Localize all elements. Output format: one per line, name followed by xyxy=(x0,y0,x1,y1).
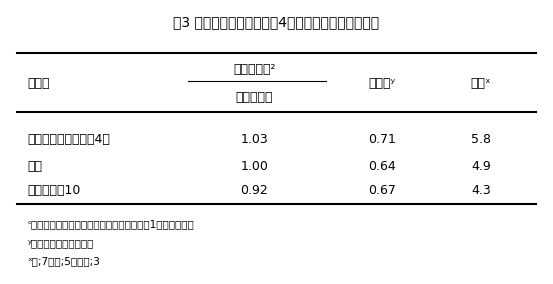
Text: 0.64: 0.64 xyxy=(368,160,395,173)
Text: 食感ˣ: 食感ˣ xyxy=(471,77,492,90)
Text: 0.71: 0.71 xyxy=(368,133,395,146)
Text: 表3 「きゅうり中間母本農4号」の果実の硬さと食感: 表3 「きゅうり中間母本農4号」の果実の硬さと食感 xyxy=(174,16,379,30)
Text: 対「久輝」: 対「久輝」 xyxy=(236,91,273,105)
Text: 0.92: 0.92 xyxy=(241,184,268,197)
Text: 久輝: 久輝 xyxy=(28,160,43,173)
Text: きゅうり中間母本農4号: きゅうり中間母本農4号 xyxy=(28,133,111,146)
Text: 果肉の硬さ²: 果肉の硬さ² xyxy=(233,63,275,76)
Text: ˣ良;7、中;5、不良;3: ˣ良;7、中;5、不良;3 xyxy=(28,256,101,266)
Text: 1.03: 1.03 xyxy=(241,133,268,146)
Text: ʸ果肉比：果肉厚／果径: ʸ果肉比：果肉厚／果径 xyxy=(28,238,94,248)
Text: アンコール10: アンコール10 xyxy=(28,184,81,197)
Text: 果肉比ʸ: 果肉比ʸ xyxy=(368,77,395,90)
Text: ᶜ果肉の硬さ；「久輝」の果肉部分の硬さを1とした相対値: ᶜ果肉の硬さ；「久輝」の果肉部分の硬さを1とした相対値 xyxy=(28,219,195,229)
Text: 5.8: 5.8 xyxy=(471,133,491,146)
Text: 4.3: 4.3 xyxy=(471,184,491,197)
Text: 0.67: 0.67 xyxy=(368,184,395,197)
Text: 4.9: 4.9 xyxy=(471,160,491,173)
Text: 1.00: 1.00 xyxy=(241,160,268,173)
Text: 品　種: 品 種 xyxy=(28,77,50,90)
